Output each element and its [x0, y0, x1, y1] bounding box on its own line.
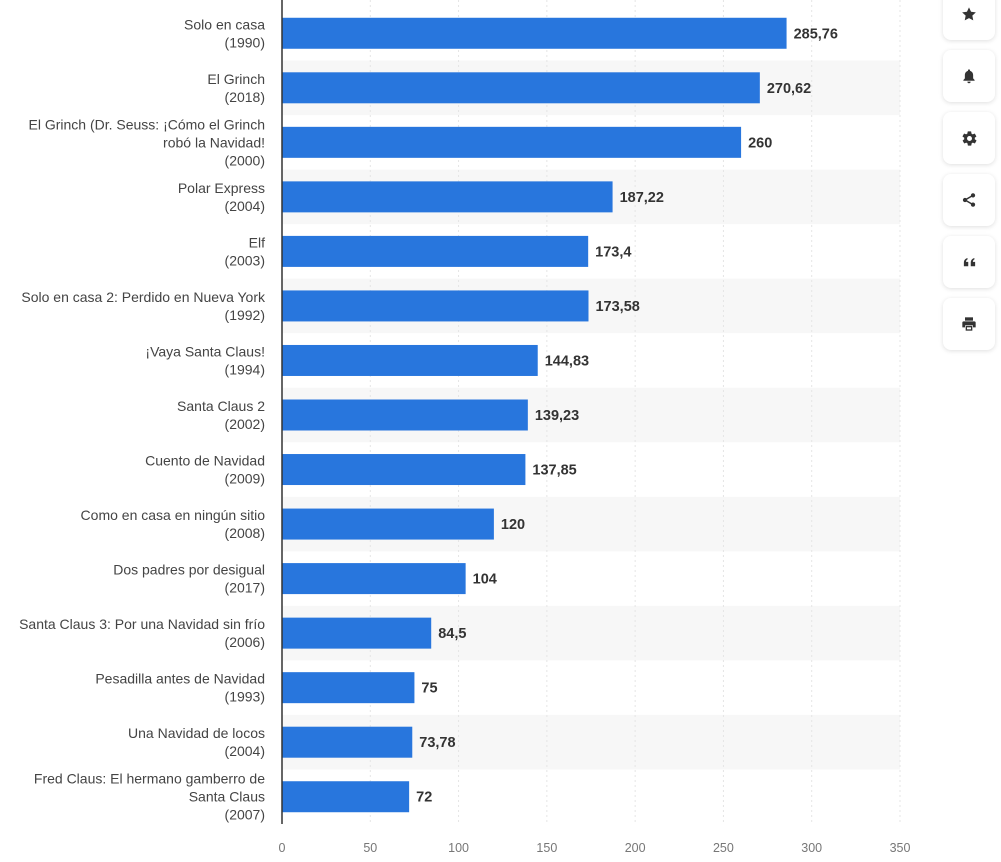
bar: [282, 126, 742, 158]
x-tick-label: 150: [536, 841, 557, 855]
category-label: ¡Vaya Santa Claus!: [145, 343, 265, 359]
data-label: 72: [416, 790, 432, 806]
data-label: 75: [421, 681, 437, 697]
data-label: 73,78: [419, 735, 455, 751]
category-label: Santa Claus 2: [177, 398, 265, 414]
category-label: (2008): [225, 525, 265, 541]
bar: [282, 781, 410, 813]
category-label: Dos padres por desigual: [113, 562, 265, 578]
category-label: (2009): [225, 471, 265, 487]
category-label: (2017): [225, 580, 265, 596]
settings-button[interactable]: [943, 112, 995, 164]
category-label: (2006): [225, 634, 265, 650]
bar: [282, 72, 760, 104]
bar: [282, 454, 526, 486]
category-label: El Grinch (Dr. Seuss: ¡Cómo el Grinch: [28, 116, 265, 132]
category-label: Solo en casa: [184, 16, 265, 32]
data-label: 120: [501, 517, 525, 533]
x-tick-label: 200: [625, 841, 646, 855]
category-label: Santa Claus 3: Por una Navidad sin frío: [19, 616, 265, 632]
category-label: (2000): [225, 152, 265, 168]
category-label: Pesadilla antes de Navidad: [95, 671, 265, 687]
data-label: 260: [748, 135, 772, 151]
x-tick-label: 350: [890, 841, 911, 855]
category-label: Como en casa en ningún sitio: [81, 507, 266, 523]
category-label: (2004): [225, 743, 265, 759]
x-tick-label: 300: [801, 841, 822, 855]
bar: [282, 344, 538, 376]
gear-icon: [962, 130, 976, 146]
data-label: 173,4: [595, 244, 631, 260]
quote-icon: [963, 257, 975, 266]
x-tick-label: 50: [363, 841, 377, 855]
category-label: (2003): [225, 252, 265, 268]
data-label: 144,83: [545, 353, 589, 369]
bar: [282, 290, 589, 322]
data-label: 187,22: [620, 190, 664, 206]
category-label: El Grinch: [207, 71, 265, 87]
side-toolbar: [943, 0, 995, 360]
category-label: Elf: [249, 234, 265, 250]
category-label: Cuento de Navidad: [145, 453, 265, 469]
bar: [282, 399, 528, 431]
share-button[interactable]: [943, 174, 995, 226]
category-label: (2018): [225, 89, 265, 105]
category-label: Una Navidad de locos: [128, 725, 265, 741]
star-icon: [962, 7, 976, 21]
category-label: Polar Express: [178, 180, 265, 196]
bar: [282, 508, 494, 540]
category-label: Solo en casa 2: Perdido en Nueva York: [21, 289, 266, 305]
data-label: 104: [473, 572, 497, 588]
bar: [282, 181, 613, 213]
category-label: (1990): [225, 34, 265, 50]
data-label: 84,5: [438, 626, 466, 642]
bar: [282, 672, 415, 704]
category-label: (2002): [225, 416, 265, 432]
category-label: (1994): [225, 361, 265, 377]
category-label: Santa Claus: [189, 789, 265, 805]
data-label: 137,85: [532, 463, 576, 479]
data-label: 173,58: [595, 299, 639, 315]
bar: [282, 17, 787, 49]
category-label: (1992): [225, 307, 265, 323]
x-tick-label: 0: [279, 841, 286, 855]
category-label: robó la Navidad!: [163, 134, 265, 150]
bar: [282, 617, 432, 649]
print-button[interactable]: [943, 298, 995, 350]
data-label: 139,23: [535, 408, 579, 424]
category-label: (2007): [225, 807, 265, 823]
x-tick-label: 100: [448, 841, 469, 855]
bar: [282, 726, 413, 758]
x-tick-label: 250: [713, 841, 734, 855]
cite-button[interactable]: [943, 236, 995, 288]
data-label: 270,62: [767, 81, 811, 97]
category-label: (1993): [225, 689, 265, 705]
print-icon: [962, 317, 976, 331]
bar: [282, 563, 466, 595]
category-label: (2004): [225, 198, 265, 214]
share-icon: [962, 193, 976, 207]
bar: [282, 235, 589, 267]
category-label: Fred Claus: El hermano gamberro de: [34, 771, 265, 787]
bell-icon: [963, 69, 975, 84]
favorite-button[interactable]: [943, 0, 995, 40]
data-label: 285,76: [794, 26, 838, 42]
notification-button[interactable]: [943, 50, 995, 102]
